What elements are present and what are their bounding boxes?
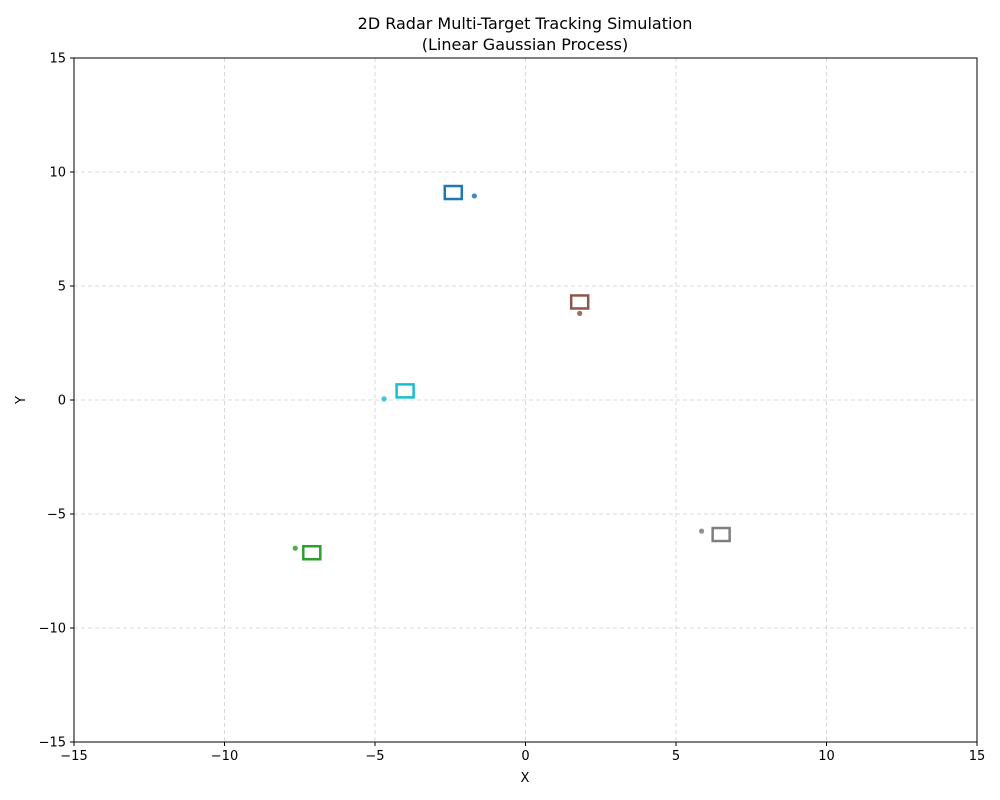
target-1-measurement-point <box>471 193 477 199</box>
target-2-track-box <box>569 294 590 310</box>
x-tick-label: 10 <box>818 749 835 764</box>
x-tick-label: −5 <box>365 749 384 764</box>
y-tick-label: −10 <box>39 622 66 637</box>
x-tick-label: 0 <box>521 749 529 764</box>
plot-marks <box>292 184 731 561</box>
x-axis-label: X <box>521 771 530 786</box>
chart-title: 2D Radar Multi-Target Tracking Simulatio… <box>358 14 693 33</box>
y-tick-label: 10 <box>49 166 66 181</box>
target-1-track-box <box>443 184 464 201</box>
target-4-track-box <box>302 545 322 561</box>
y-tick-label: 5 <box>58 280 66 295</box>
chart-subtitle: (Linear Gaussian Process) <box>422 35 628 54</box>
target-4-measurement-point <box>292 545 298 551</box>
y-tick-label: −15 <box>39 736 66 751</box>
x-tick-label: −10 <box>211 749 238 764</box>
y-tick-label: 15 <box>49 52 66 67</box>
target-3-track-box <box>395 383 415 399</box>
y-axis-label: Y <box>14 396 29 405</box>
x-tick-label: 15 <box>969 749 986 764</box>
y-tick-label: −5 <box>47 508 66 523</box>
axis-ticks: −15 −10 −5 0 5 10 15 −15 −10 −5 0 5 10 15 <box>39 52 986 765</box>
grid <box>74 58 977 742</box>
x-tick-label: −15 <box>60 749 87 764</box>
target-5-measurement-point <box>698 528 705 534</box>
y-tick-label: 0 <box>58 394 66 409</box>
target-3-measurement-point <box>381 396 387 402</box>
target-5-track-box <box>711 526 731 543</box>
target-2-measurement-point <box>577 310 583 316</box>
x-tick-label: 5 <box>672 749 680 764</box>
